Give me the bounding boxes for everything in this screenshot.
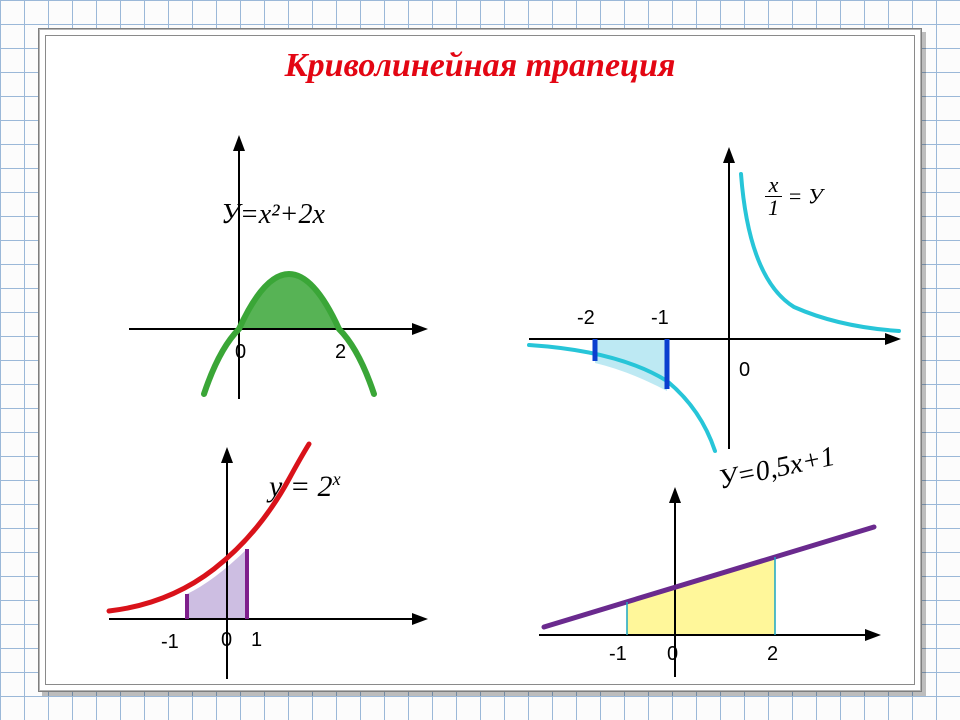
exp-formula: y = 2x xyxy=(269,469,341,504)
exp-label-0: 0 xyxy=(221,629,232,652)
hyperbola-rhs: У xyxy=(808,184,823,209)
hyperbola-frac-bot: 1 xyxy=(765,197,782,219)
parabola-label-2: 2 xyxy=(335,341,346,364)
linear-label-m1: -1 xyxy=(609,643,627,666)
hyperbola-label-m1: -1 xyxy=(651,307,669,330)
content-frame: Криволинейная трапеция У=x²+2x 0 2 xyxy=(38,28,922,692)
linear-label-2: 2 xyxy=(767,643,778,666)
parabola-formula: У=x²+2x xyxy=(221,199,325,231)
chart-parabola xyxy=(109,129,429,409)
exp-label-1: 1 xyxy=(251,629,262,652)
chart-linear xyxy=(529,479,889,689)
linear-label-0: 0 xyxy=(667,643,678,666)
hyperbola-left xyxy=(529,345,715,451)
hyperbola-formula: x 1 = У xyxy=(765,174,823,219)
parabola-formula-text: У=x²+2x xyxy=(221,199,325,230)
hyperbola-label-0: 0 xyxy=(739,359,750,382)
hyperbola-frac-top: x xyxy=(765,174,782,197)
exp-formula-text: y = 2x xyxy=(269,470,341,503)
hyperbola-label-m2: -2 xyxy=(577,307,595,330)
grid-background: Криволинейная трапеция У=x²+2x 0 2 xyxy=(0,0,960,720)
chart-hyperbola xyxy=(519,139,909,459)
page-title: Криволинейная трапеция xyxy=(39,47,921,85)
parabola-label-0: 0 xyxy=(235,341,246,364)
exp-label-m1: -1 xyxy=(161,631,179,654)
